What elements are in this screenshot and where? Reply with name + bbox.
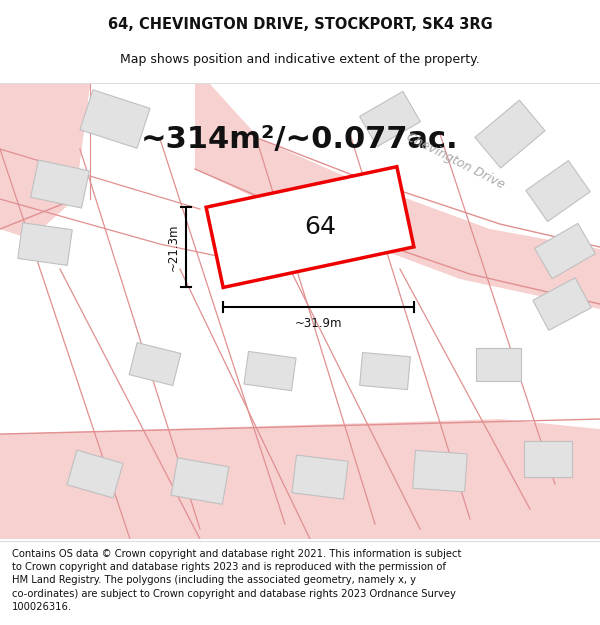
Polygon shape — [359, 352, 410, 389]
Text: ~21.3m: ~21.3m — [167, 224, 179, 271]
Text: Map shows position and indicative extent of the property.: Map shows position and indicative extent… — [120, 53, 480, 66]
Polygon shape — [526, 161, 590, 221]
Polygon shape — [292, 455, 348, 499]
Polygon shape — [476, 348, 521, 381]
Polygon shape — [80, 90, 150, 148]
Text: ~31.9m: ~31.9m — [295, 317, 342, 330]
Text: 64, CHEVINGTON DRIVE, STOCKPORT, SK4 3RG: 64, CHEVINGTON DRIVE, STOCKPORT, SK4 3RG — [107, 18, 493, 32]
Polygon shape — [0, 84, 90, 229]
Text: Chevington Drive: Chevington Drive — [404, 131, 506, 191]
Polygon shape — [31, 160, 89, 208]
Text: ~314m²/~0.077ac.: ~314m²/~0.077ac. — [141, 124, 459, 154]
Polygon shape — [18, 222, 72, 266]
Polygon shape — [171, 458, 229, 504]
Polygon shape — [0, 419, 600, 539]
Polygon shape — [413, 450, 467, 492]
Polygon shape — [195, 84, 600, 309]
Polygon shape — [129, 342, 181, 386]
Text: 64: 64 — [304, 215, 336, 239]
Polygon shape — [535, 223, 595, 279]
Polygon shape — [206, 167, 414, 288]
Polygon shape — [475, 100, 545, 168]
Polygon shape — [0, 84, 90, 239]
Text: Contains OS data © Crown copyright and database right 2021. This information is : Contains OS data © Crown copyright and d… — [12, 549, 461, 612]
Polygon shape — [524, 441, 572, 477]
Polygon shape — [67, 450, 123, 498]
Polygon shape — [533, 278, 591, 331]
Polygon shape — [244, 351, 296, 391]
Polygon shape — [359, 91, 421, 147]
